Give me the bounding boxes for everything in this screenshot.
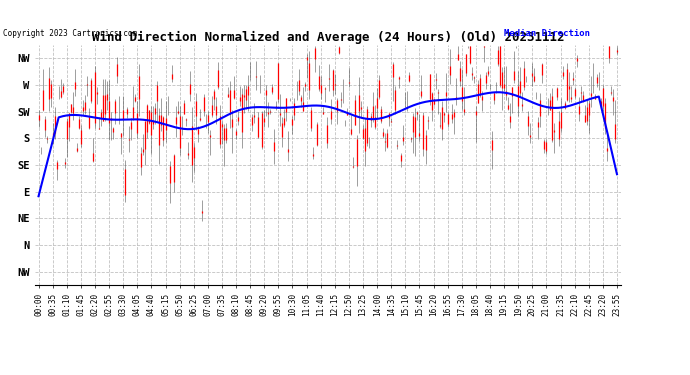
Title: Wind Direction Normalized and Average (24 Hours) (Old) 20231112: Wind Direction Normalized and Average (2… [92, 31, 564, 44]
Text: Median Direction: Median Direction [504, 28, 590, 38]
Text: Copyright 2023 Cartronics.com: Copyright 2023 Cartronics.com [3, 28, 137, 38]
